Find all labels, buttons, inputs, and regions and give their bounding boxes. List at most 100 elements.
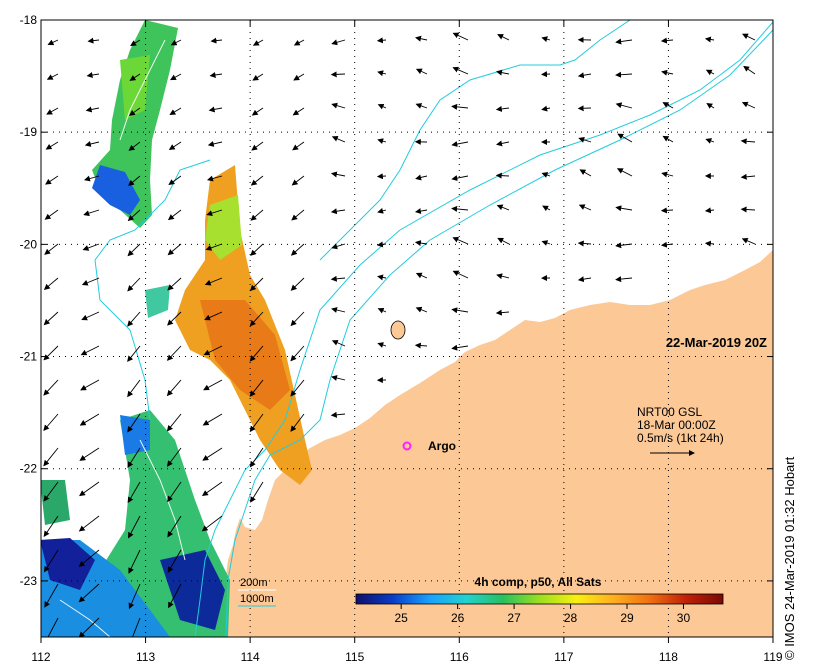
current-arrow xyxy=(704,207,715,214)
current-arrow xyxy=(377,207,387,214)
current-arrow xyxy=(331,243,346,250)
current-arrow xyxy=(43,379,59,396)
current-arrow xyxy=(167,549,182,573)
current-arrow xyxy=(541,172,551,178)
current-arrow xyxy=(204,311,223,321)
current-arrow xyxy=(168,583,182,609)
current-arrow xyxy=(132,617,141,637)
argo-float: Argo xyxy=(402,439,456,453)
date-label: 22-Mar-2019 20Z xyxy=(666,335,767,350)
current-arrow xyxy=(740,173,756,180)
current-arrow xyxy=(44,583,59,608)
current-arrow xyxy=(127,209,141,222)
x-axis: 112 113 114 115 116 117 118 119 xyxy=(31,20,783,664)
current-arrow xyxy=(127,413,141,433)
colorbar-tick-label: 29 xyxy=(620,611,634,625)
y-tick-label: -18 xyxy=(20,13,38,27)
current-arrow xyxy=(79,447,100,461)
current-arrow xyxy=(166,413,182,432)
current-arrow xyxy=(81,277,100,286)
current-arrow xyxy=(495,309,510,316)
current-arrow xyxy=(415,272,428,279)
current-arrow xyxy=(704,240,715,247)
current-arrow xyxy=(616,168,633,177)
current-arrow xyxy=(578,136,592,143)
colorbar-tick-label: 27 xyxy=(507,611,521,625)
current-arrow xyxy=(78,515,100,532)
current-arrow xyxy=(78,617,100,637)
bathymetry-contours xyxy=(94,20,773,637)
current-arrow xyxy=(127,447,141,468)
current-legend-line1: NRT00 GSL xyxy=(637,405,702,419)
current-arrow xyxy=(741,237,756,245)
y-tick-label: -22 xyxy=(20,462,38,476)
colorbar-title: 4h comp, p50, All Sats xyxy=(475,575,602,589)
current-arrow xyxy=(331,102,346,109)
island xyxy=(390,320,406,340)
colorbar-tick-label: 30 xyxy=(677,611,691,625)
current-arrow xyxy=(79,481,100,497)
current-arrow xyxy=(495,105,510,112)
current-arrow xyxy=(541,240,551,246)
current-arrow xyxy=(740,138,756,145)
current-arrow xyxy=(208,106,223,113)
current-arrow xyxy=(250,243,264,256)
current-legend-line3: 0.5m/s (1kt 24h) xyxy=(637,431,724,445)
current-arrow xyxy=(78,583,100,603)
x-tick-label: 112 xyxy=(31,650,50,664)
current-arrow xyxy=(377,70,387,77)
current-arrow xyxy=(740,206,756,213)
current-arrow xyxy=(290,413,305,432)
current-arrow xyxy=(206,175,223,182)
current-arrow xyxy=(167,311,182,326)
current-arrow xyxy=(45,141,59,150)
current-arrow xyxy=(127,345,141,362)
current-arrow xyxy=(377,342,387,348)
current-arrow xyxy=(705,69,715,76)
current-arrow xyxy=(46,107,59,115)
current-arrow xyxy=(43,413,59,432)
current-arrow xyxy=(578,204,592,211)
current-arrow xyxy=(496,140,510,147)
current-arrow xyxy=(84,141,100,147)
current-arrow xyxy=(415,306,428,313)
current-legend-line2: 18-Mar 00:00Z xyxy=(637,418,716,432)
current-arrow xyxy=(250,481,264,503)
current-arrow xyxy=(292,141,305,151)
current-arrow xyxy=(249,311,264,327)
current-arrow xyxy=(80,345,100,356)
current-arrow xyxy=(741,101,756,109)
current-arrow xyxy=(615,102,633,109)
current-arrow xyxy=(127,243,141,257)
current-arrow xyxy=(128,549,141,574)
current-arrow xyxy=(43,311,59,326)
current-arrow xyxy=(542,205,551,212)
current-arrow xyxy=(251,107,264,116)
current-arrow xyxy=(78,549,100,567)
current-arrow xyxy=(577,72,592,79)
current-arrow xyxy=(250,209,264,221)
current-arrow xyxy=(130,39,141,46)
current-arrow xyxy=(331,375,346,381)
x-tick-label: 118 xyxy=(659,650,678,664)
current-arrow xyxy=(414,240,428,247)
current-arrow xyxy=(206,209,223,217)
current-arrow xyxy=(168,141,182,151)
current-arrow xyxy=(415,103,428,109)
current-arrow xyxy=(577,240,592,247)
current-arrow xyxy=(290,277,305,291)
current-arrow xyxy=(127,481,141,504)
current-arrow xyxy=(202,413,223,426)
bathymetry-label-200: 200m xyxy=(240,577,268,589)
current-arrow xyxy=(249,345,264,362)
current-arrow xyxy=(293,73,305,81)
current-arrow xyxy=(127,277,141,292)
current-arrow xyxy=(82,243,100,251)
x-tick-label: 115 xyxy=(345,650,364,664)
current-arrow xyxy=(249,379,264,397)
current-arrow xyxy=(167,481,182,503)
current-arrow xyxy=(415,174,428,181)
current-arrow xyxy=(43,549,59,573)
colorbar-bar xyxy=(355,593,724,605)
current-arrow xyxy=(662,135,674,143)
